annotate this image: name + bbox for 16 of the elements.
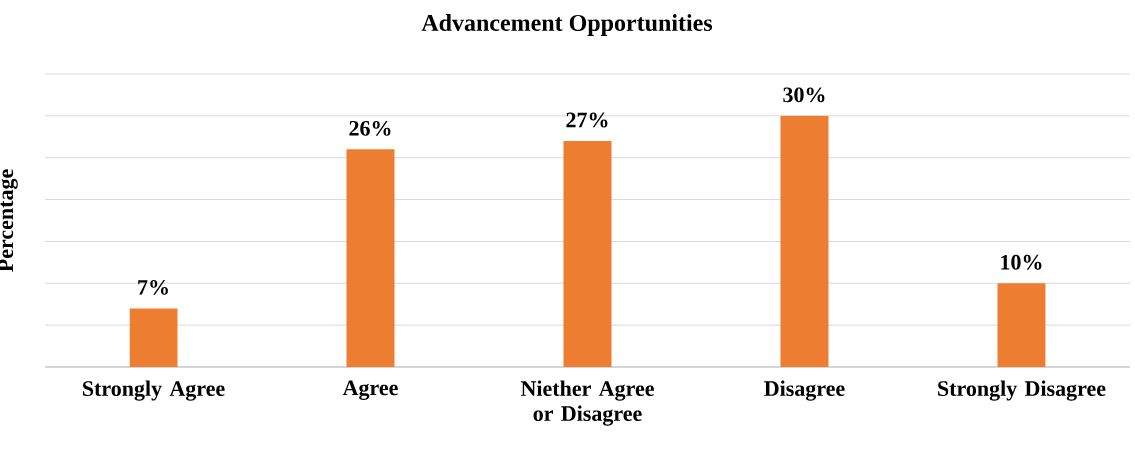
bar: [129, 308, 178, 367]
x-tick-label: Agree: [342, 380, 398, 400]
data-label: 7%: [138, 279, 168, 295]
bar: [780, 115, 829, 367]
x-tick-label: Strongly Agree: [82, 380, 225, 401]
data-label: 27%: [566, 112, 608, 128]
chart-title: Advancement Opportunities: [421, 14, 713, 36]
bar: [346, 149, 395, 367]
data-label: 10%: [1001, 254, 1042, 270]
data-label: 26%: [349, 120, 391, 136]
x-tick-label: Disagree: [764, 380, 845, 401]
x-tick-label: Strongly Disagree: [938, 380, 1106, 401]
data-label: 30%: [783, 87, 825, 103]
x-tick-label: Niether Agree or Disagree: [520, 380, 654, 426]
bar: [997, 283, 1046, 367]
bar: [563, 140, 612, 367]
